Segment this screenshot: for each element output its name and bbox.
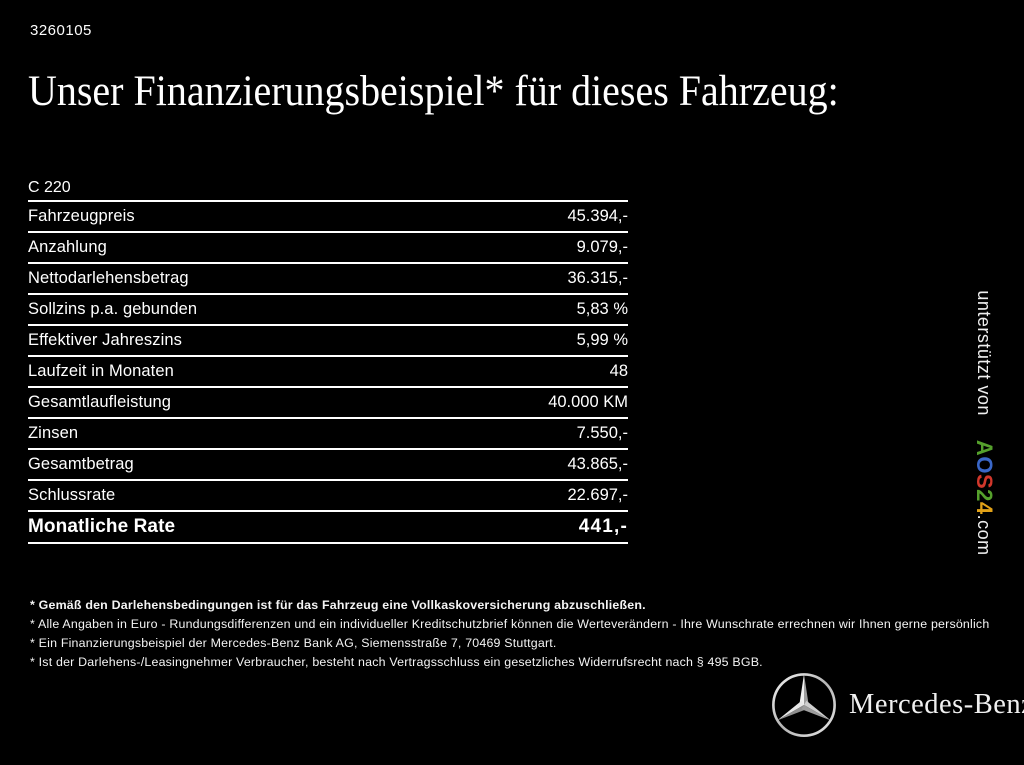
row-label: Gesamtbetrag — [28, 455, 134, 473]
row-value: 48 — [609, 362, 628, 380]
table-row: Nettodarlehensbetrag 36.315,- — [28, 264, 628, 295]
mercedes-benz-branding: Mercedes-Benz — [769, 670, 1024, 740]
table-row: Anzahlung 9.079,- — [28, 233, 628, 264]
mercedes-benz-wordmark: Mercedes-Benz — [849, 689, 1024, 720]
row-value: 22.697,- — [567, 486, 628, 504]
table-row: Effektiver Jahreszins 5,99 % — [28, 326, 628, 357]
row-value: 7.550,- — [576, 424, 628, 442]
row-label: Sollzins p.a. gebunden — [28, 300, 198, 318]
table-row: Sollzins p.a. gebunden 5,83 % — [28, 295, 628, 326]
table-row: Laufzeit in Monaten 48 — [28, 357, 628, 388]
footnotes: * Gemäß den Darlehensbedingungen ist für… — [30, 596, 989, 672]
table-row: Zinsen 7.550,- — [28, 419, 628, 450]
vehicle-model: C 220 — [28, 178, 71, 196]
row-value: 5,83 % — [576, 300, 628, 318]
table-header-row: C 220 — [28, 175, 628, 202]
row-label: Zinsen — [28, 424, 79, 442]
footnote-line: * Ein Finanzierungsbeispiel der Mercedes… — [30, 635, 557, 650]
row-label: Laufzeit in Monaten — [28, 362, 174, 380]
table-row: Schlussrate 22.697,- — [28, 481, 628, 512]
footnote-line: * Ist der Darlehens-/Leasingnehmer Verbr… — [30, 654, 763, 669]
offer-id: 3260105 — [30, 22, 92, 39]
aos24-letter: A — [972, 439, 997, 457]
row-value: 45.394,- — [567, 207, 628, 225]
row-label: Schlussrate — [28, 486, 116, 504]
aos24-letter: 4 — [972, 501, 997, 515]
row-label: Gesamtlaufleistung — [28, 393, 172, 411]
row-label: Effektiver Jahreszins — [28, 331, 183, 349]
row-label: Anzahlung — [28, 238, 107, 256]
table-row: Gesamtlaufleistung 40.000 KM — [28, 388, 628, 419]
monthly-rate-value: 441,- — [578, 516, 628, 537]
row-value: 36.315,- — [567, 269, 628, 287]
supporter-credit-suffix: .com — [974, 514, 995, 556]
monthly-rate-row: Monatliche Rate 441,- — [28, 512, 628, 544]
supporter-credit-prefix: unterstützt von — [974, 290, 995, 416]
monthly-rate-label: Monatliche Rate — [28, 516, 176, 537]
table-row: Gesamtbetrag 43.865,- — [28, 450, 628, 481]
aos24-letter: 2 — [972, 489, 997, 502]
footnote-line: * Gemäß den Darlehensbedingungen ist für… — [30, 598, 646, 612]
row-label: Fahrzeugpreis — [28, 207, 135, 225]
aos24-letter: O — [972, 456, 997, 474]
page-title: Unser Finanzierungsbeispiel* für dieses … — [28, 68, 839, 115]
row-value: 40.000 KM — [548, 393, 628, 411]
row-value: 43.865,- — [567, 455, 628, 473]
footnote-line: * Alle Angaben in Euro - Rundungsdiffere… — [30, 616, 990, 631]
row-value: 9.079,- — [576, 238, 628, 256]
supporter-credit: unterstützt von A O S 2 4 .com — [970, 273, 998, 573]
mercedes-star-icon — [772, 673, 836, 737]
financing-table: C 220 Fahrzeugpreis 45.394,- Anzahlung 9… — [28, 175, 628, 544]
table-row: Fahrzeugpreis 45.394,- — [28, 202, 628, 233]
row-label: Nettodarlehensbetrag — [28, 269, 189, 287]
aos24-letter: S — [972, 473, 997, 490]
row-value: 5,99 % — [576, 331, 628, 349]
